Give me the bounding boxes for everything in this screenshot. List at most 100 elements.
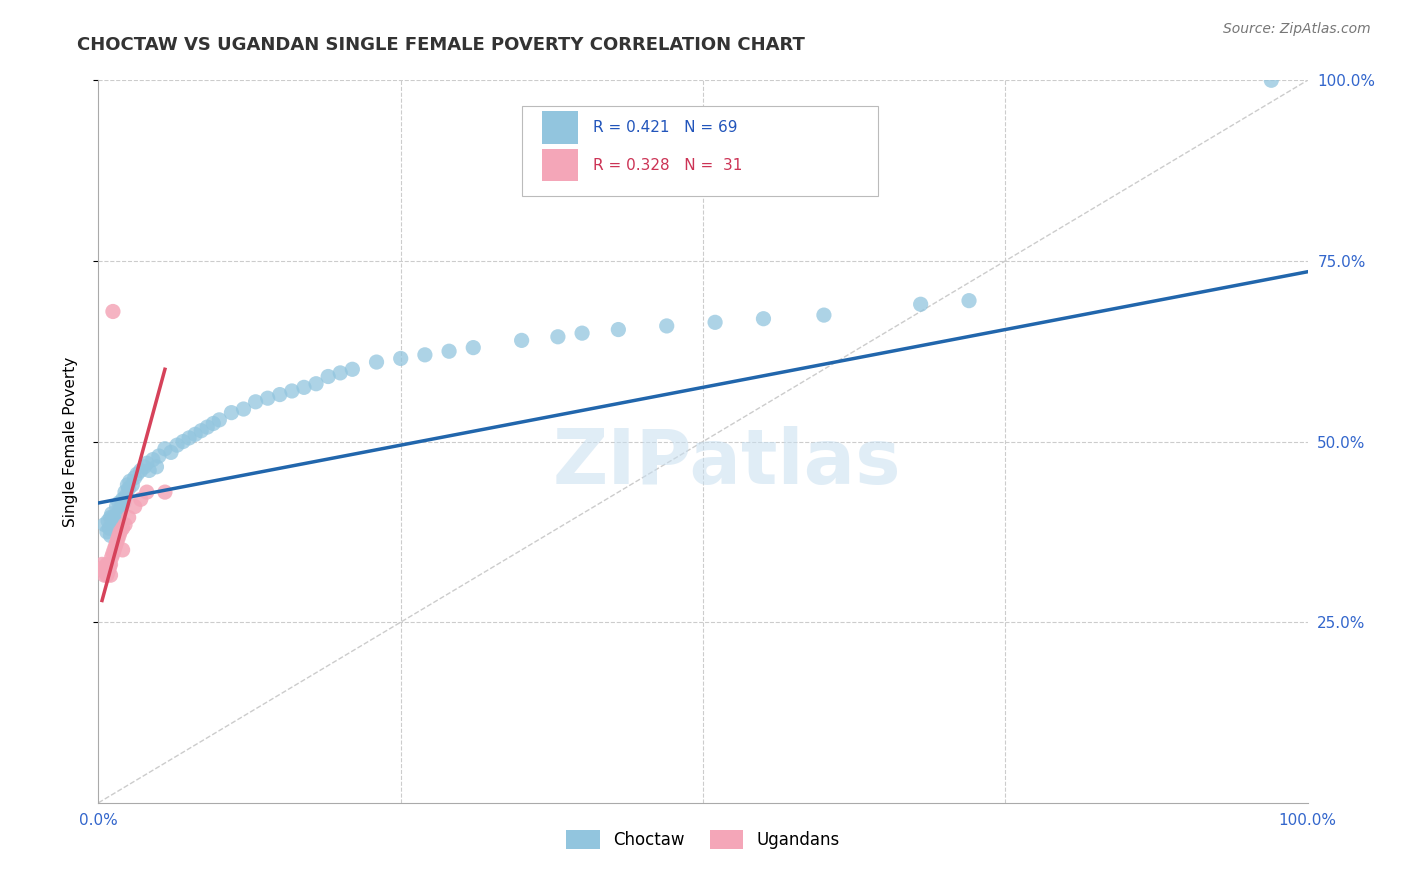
Text: Source: ZipAtlas.com: Source: ZipAtlas.com	[1223, 22, 1371, 37]
Point	[208, 413, 231, 427]
Point	[184, 427, 207, 442]
Point	[110, 500, 132, 514]
Point	[108, 524, 131, 539]
Point	[269, 387, 291, 401]
Y-axis label: Single Female Poverty: Single Female Poverty	[63, 357, 77, 526]
Point	[117, 478, 139, 492]
Point	[118, 482, 141, 496]
Point	[129, 492, 152, 507]
Point	[94, 565, 117, 579]
Point	[104, 514, 127, 528]
Point	[101, 547, 124, 561]
Point	[108, 528, 131, 542]
Point	[245, 394, 267, 409]
Point	[135, 456, 157, 470]
Point	[107, 507, 129, 521]
Point	[129, 463, 152, 477]
Point	[93, 568, 115, 582]
Point	[96, 568, 118, 582]
Point	[607, 322, 630, 336]
Point	[172, 434, 194, 449]
Point	[232, 402, 254, 417]
Point	[179, 431, 201, 445]
Point	[316, 369, 339, 384]
Point	[366, 355, 388, 369]
Point	[463, 341, 485, 355]
Point	[107, 532, 129, 546]
Point	[153, 442, 176, 456]
Point	[103, 517, 125, 532]
Point	[93, 565, 115, 579]
Point	[103, 542, 125, 557]
Point	[96, 524, 118, 539]
Point	[127, 467, 149, 481]
Point	[281, 384, 304, 398]
Point	[101, 510, 124, 524]
Point	[91, 558, 114, 572]
Point	[655, 318, 678, 333]
Point	[100, 528, 122, 542]
Point	[91, 561, 114, 575]
FancyBboxPatch shape	[543, 112, 578, 144]
Point	[135, 485, 157, 500]
Point	[111, 521, 134, 535]
Text: R = 0.328   N =  31: R = 0.328 N = 31	[593, 158, 742, 173]
Point	[100, 507, 122, 521]
Point	[413, 348, 436, 362]
Point	[111, 542, 134, 557]
Point	[115, 489, 138, 503]
Point	[305, 376, 328, 391]
Point	[101, 304, 124, 318]
Point	[166, 438, 188, 452]
Point	[292, 380, 315, 394]
Point	[342, 362, 364, 376]
Point	[202, 417, 225, 431]
Point	[118, 475, 141, 489]
Point	[100, 550, 122, 565]
Point	[96, 558, 118, 572]
Point	[118, 510, 141, 524]
Point	[813, 308, 835, 322]
Point	[108, 496, 131, 510]
Point	[389, 351, 412, 366]
FancyBboxPatch shape	[522, 105, 879, 196]
Point	[97, 565, 120, 579]
Point	[100, 568, 122, 582]
Point	[105, 535, 128, 549]
Point	[138, 463, 160, 477]
Point	[957, 293, 980, 308]
Point	[97, 514, 120, 528]
Point	[510, 334, 533, 348]
Point	[145, 459, 167, 474]
Point	[93, 517, 115, 532]
Point	[104, 539, 127, 553]
Point	[114, 517, 136, 532]
Point	[329, 366, 352, 380]
Point	[124, 500, 146, 514]
Point	[108, 503, 131, 517]
Point	[547, 330, 569, 344]
Point	[111, 492, 134, 507]
FancyBboxPatch shape	[543, 149, 578, 181]
Point	[1260, 73, 1282, 87]
Point	[437, 344, 460, 359]
Text: R = 0.421   N = 69: R = 0.421 N = 69	[593, 120, 738, 135]
Point	[124, 470, 146, 484]
Point	[105, 500, 128, 514]
Point	[571, 326, 593, 340]
Point	[256, 391, 278, 405]
Point	[704, 315, 727, 329]
Point	[142, 452, 165, 467]
Point	[114, 485, 136, 500]
Text: CHOCTAW VS UGANDAN SINGLE FEMALE POVERTY CORRELATION CHART: CHOCTAW VS UGANDAN SINGLE FEMALE POVERTY…	[77, 36, 806, 54]
Point	[98, 558, 121, 572]
Point	[134, 459, 156, 474]
Point	[121, 478, 143, 492]
Point	[97, 561, 120, 575]
Point	[752, 311, 775, 326]
Point	[94, 561, 117, 575]
Point	[153, 485, 176, 500]
Point	[190, 424, 212, 438]
Point	[112, 496, 135, 510]
Point	[98, 521, 121, 535]
